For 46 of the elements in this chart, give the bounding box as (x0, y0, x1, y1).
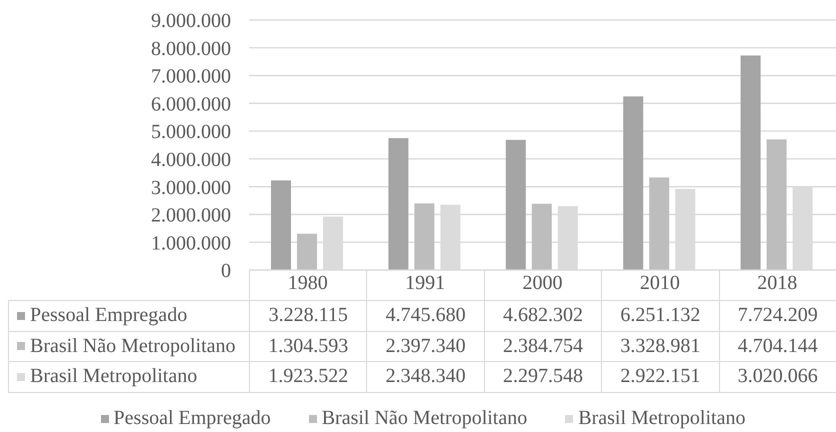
bar (766, 139, 787, 270)
y-tick-label: 2.000.000 (151, 204, 231, 227)
x-tick-label: 2000 (522, 272, 562, 294)
bar (649, 178, 670, 270)
data-label: 3.328.981 (620, 334, 700, 358)
data-label: 2.384.754 (502, 334, 583, 358)
bar (532, 204, 552, 270)
bar (623, 96, 644, 270)
data-label: 7.724.209 (738, 304, 818, 328)
bar (740, 55, 761, 270)
bar (271, 180, 291, 270)
x-tick-label: 1991 (405, 272, 446, 294)
data-label: 2.297.548 (502, 365, 583, 388)
bar (506, 140, 526, 270)
y-tick-label: 7.000.000 (151, 66, 231, 88)
data-label: 2.348.340 (386, 365, 466, 388)
y-tick-label: 8.000.000 (151, 38, 231, 60)
data-label: 4.745.680 (386, 304, 466, 328)
y-tick-label: 1.000.000 (151, 232, 231, 254)
data-label: 2.922.151 (620, 365, 700, 388)
y-tick-label: 6.000.000 (151, 93, 231, 116)
text: Brasil Metropolitano (30, 365, 198, 388)
bar (297, 234, 317, 270)
data-label: 2.397.340 (386, 334, 466, 358)
data-label: 4.704.144 (738, 334, 818, 358)
text: Brasil Não Metropolitano (322, 407, 528, 429)
y-tick-label: 0 (221, 260, 231, 282)
legend-label: Pessoal Empregado (30, 304, 188, 328)
data-label: 1.923.522 (268, 365, 348, 388)
y-tick-label: 9.000.000 (151, 10, 231, 32)
data-label: 4.682.302 (502, 304, 583, 328)
x-tick-label: 2018 (757, 272, 798, 294)
bar (388, 138, 408, 270)
legend-label: Brasil Não Metropolitano (30, 334, 236, 358)
data-label: 3.020.066 (738, 365, 818, 388)
data-label: 6.251.132 (620, 304, 700, 328)
x-tick-label: 2010 (640, 272, 680, 294)
data-label: 3.228.115 (268, 304, 348, 328)
bar (414, 203, 434, 270)
data-label: 1.304.593 (268, 334, 348, 358)
legend-label: Brasil Metropolitano (578, 407, 746, 430)
text: Pessoal Empregado (114, 407, 271, 429)
y-tick-label: 5.000.000 (151, 121, 231, 144)
y-tick-label: 4.000.000 (151, 148, 231, 171)
x-tick-label: 1980 (288, 272, 328, 294)
y-tick-label: 3.000.000 (151, 176, 231, 199)
